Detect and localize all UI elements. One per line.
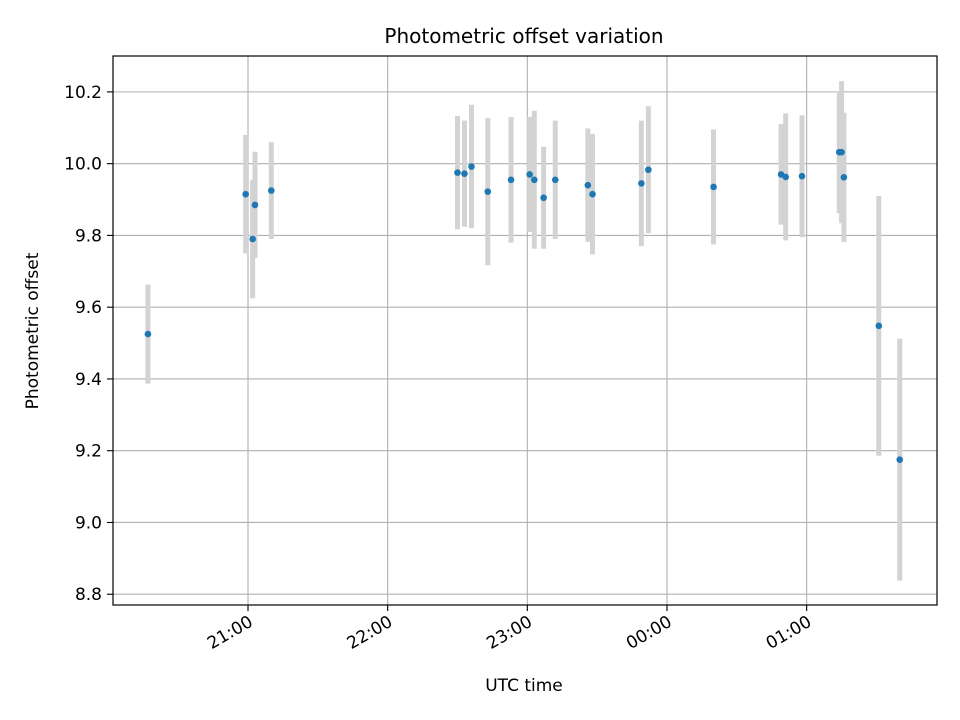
y-tick-label: 8.8 xyxy=(75,585,102,605)
x-tick-label: 00:00 xyxy=(623,612,675,654)
y-axis-label: Photometric offset xyxy=(23,252,43,409)
data-point xyxy=(896,456,904,463)
axis-ticks: 21:00 22:00 23:00 00:00 01:00 8.8 9.0 9.2 9.4 9.6… xyxy=(64,83,815,654)
y-tick-label: 9.0 xyxy=(75,513,102,533)
x-axis-label: UTC time xyxy=(485,676,563,696)
y-tick-label: 9.8 xyxy=(75,226,102,246)
data-point xyxy=(589,190,596,198)
grid xyxy=(113,56,937,605)
x-tick-label: 23:00 xyxy=(483,612,535,654)
data-point xyxy=(531,176,538,184)
data-point xyxy=(144,330,152,338)
data-point xyxy=(782,173,790,181)
data-point xyxy=(710,183,717,191)
plot-frame xyxy=(112,55,938,606)
y-tick-label: 9.4 xyxy=(75,370,102,390)
data-point xyxy=(484,188,492,195)
x-tick-label: 01:00 xyxy=(763,612,815,654)
data-point xyxy=(526,171,533,178)
data-point xyxy=(454,169,461,176)
data-point xyxy=(251,201,259,209)
data-point xyxy=(242,190,249,198)
data-point xyxy=(838,148,845,156)
y-tick-label: 10.0 xyxy=(64,155,102,175)
data-point xyxy=(638,180,645,187)
y-tick-label: 10.2 xyxy=(64,83,102,103)
data-point xyxy=(840,173,848,181)
data-point xyxy=(540,194,547,202)
data-points xyxy=(144,148,904,463)
data-point xyxy=(461,170,468,177)
data-point xyxy=(875,322,883,330)
data-point xyxy=(468,163,475,170)
data-point xyxy=(249,235,256,243)
data-point xyxy=(551,176,559,184)
y-tick-label: 9.6 xyxy=(75,298,102,318)
data-point xyxy=(798,172,806,180)
x-tick-label: 22:00 xyxy=(344,612,396,654)
error-bars xyxy=(145,81,903,581)
chart-title: Photometric offset variation xyxy=(384,24,663,48)
data-point xyxy=(584,181,592,189)
y-tick-label: 9.2 xyxy=(75,442,102,462)
data-point xyxy=(267,187,275,194)
data-point xyxy=(507,176,515,184)
x-tick-label: 21:00 xyxy=(204,612,256,654)
data-point xyxy=(645,166,652,174)
